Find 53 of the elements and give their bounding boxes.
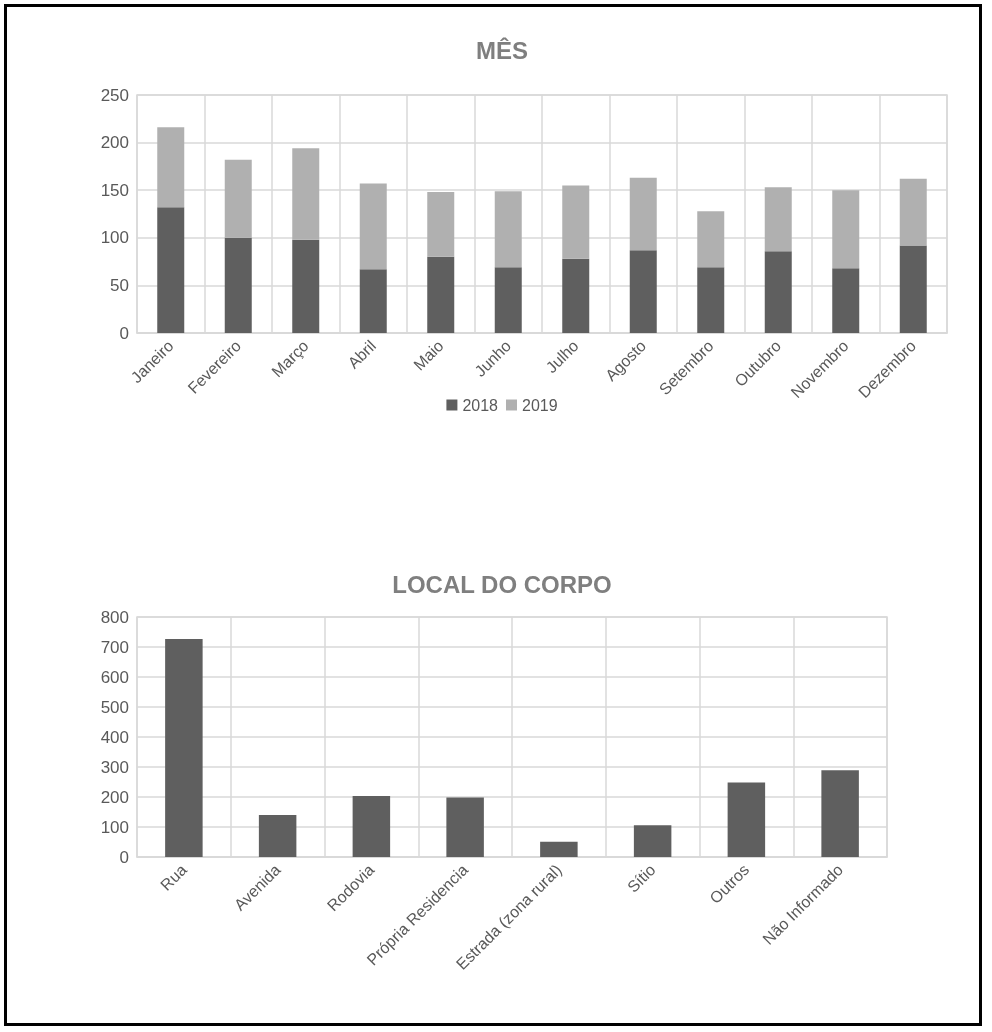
bar xyxy=(224,237,252,333)
bar xyxy=(697,211,725,268)
bar xyxy=(359,269,387,333)
bar xyxy=(832,268,860,333)
y-tick-label: 500 xyxy=(100,697,129,717)
y-tick-label: 150 xyxy=(100,180,129,200)
bar xyxy=(258,815,297,857)
bar xyxy=(292,239,320,333)
y-tick-label: 50 xyxy=(110,275,129,295)
y-tick-label: 700 xyxy=(100,637,129,657)
x-tick-label: Rua xyxy=(157,860,190,894)
y-tick-label: 800 xyxy=(100,607,129,627)
bar xyxy=(832,190,860,269)
bar xyxy=(446,797,484,857)
bar xyxy=(427,256,455,333)
chart-title: MÊS xyxy=(475,36,529,64)
bar xyxy=(764,251,792,333)
y-tick-label: 200 xyxy=(100,133,129,153)
bar xyxy=(697,267,725,333)
bar xyxy=(165,638,203,857)
bar xyxy=(629,177,657,251)
y-tick-label: 0 xyxy=(119,847,129,867)
bar xyxy=(157,207,185,333)
y-tick-label: 600 xyxy=(100,667,129,687)
y-tick-label: 300 xyxy=(100,757,129,777)
bar xyxy=(224,159,252,238)
bar xyxy=(562,258,590,333)
bar xyxy=(629,250,657,333)
bar xyxy=(359,183,387,270)
y-tick-label: 200 xyxy=(100,787,129,807)
bar xyxy=(633,825,672,857)
bar xyxy=(899,178,927,246)
y-tick-label: 0 xyxy=(119,323,129,343)
x-tick-label: Sítio xyxy=(623,860,659,896)
bar xyxy=(494,267,522,333)
y-tick-label: 250 xyxy=(100,85,129,105)
legend-label: 2018 xyxy=(462,396,499,414)
bar xyxy=(292,148,320,240)
bar xyxy=(764,187,792,252)
bar xyxy=(899,245,927,333)
bar xyxy=(157,127,185,208)
y-tick-label: 400 xyxy=(100,727,129,747)
bar xyxy=(494,191,522,268)
bar xyxy=(427,192,455,257)
y-tick-label: 100 xyxy=(100,817,129,837)
bar xyxy=(727,782,766,857)
legend-label: 2019 xyxy=(522,396,558,414)
bar xyxy=(821,770,859,857)
bar xyxy=(352,796,391,857)
bar xyxy=(540,841,578,857)
y-tick-label: 100 xyxy=(100,228,129,248)
bar xyxy=(562,185,590,259)
chart-title: LOCAL DO CORPO xyxy=(392,570,612,598)
